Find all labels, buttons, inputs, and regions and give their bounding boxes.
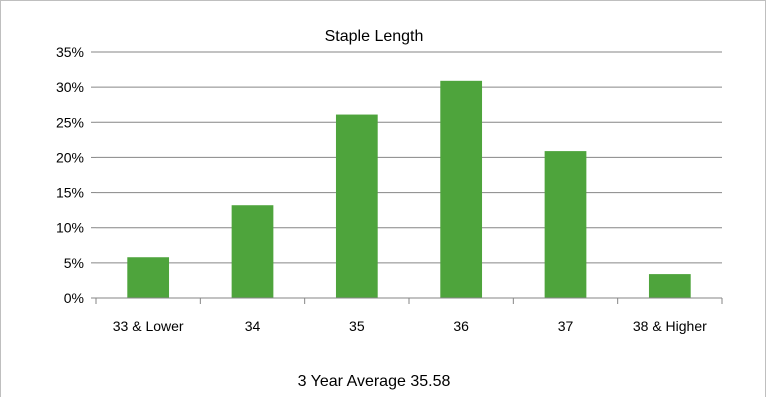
- bar: [231, 205, 274, 298]
- bar: [544, 151, 587, 298]
- x-tick-label: 33 & Lower: [113, 318, 184, 334]
- x-axis-ticks: 33 & Lower 34 35 36 37 38 & Higher: [95, 298, 723, 334]
- y-tick-label: 15%: [56, 185, 84, 201]
- gridlines: [96, 51, 722, 264]
- x-tick-label: 35: [349, 318, 365, 334]
- bar: [127, 257, 170, 298]
- y-tick-label: 5%: [64, 255, 84, 271]
- bar: [440, 80, 483, 299]
- x-tick-label: 36: [453, 318, 469, 334]
- bar: [335, 114, 378, 298]
- x-axis-label: 3 Year Average 35.58: [298, 373, 451, 390]
- y-tick-label: 10%: [56, 220, 84, 236]
- y-tick-label: 20%: [56, 149, 84, 165]
- bar: [648, 274, 691, 298]
- bars: [127, 80, 691, 299]
- x-tick-label: 38 & Higher: [633, 318, 707, 334]
- y-tick-label: 25%: [56, 114, 84, 130]
- y-tick-label: 0%: [64, 290, 84, 306]
- x-tick-label: 37: [558, 318, 574, 334]
- y-tick-label: 35%: [56, 44, 84, 60]
- x-tick-label: 34: [245, 318, 261, 334]
- y-axis-ticks: 0% 5% 10% 15% 20% 25% 30% 35%: [56, 44, 96, 306]
- chart-title: Staple Length: [325, 28, 424, 45]
- y-tick-label: 30%: [56, 79, 84, 95]
